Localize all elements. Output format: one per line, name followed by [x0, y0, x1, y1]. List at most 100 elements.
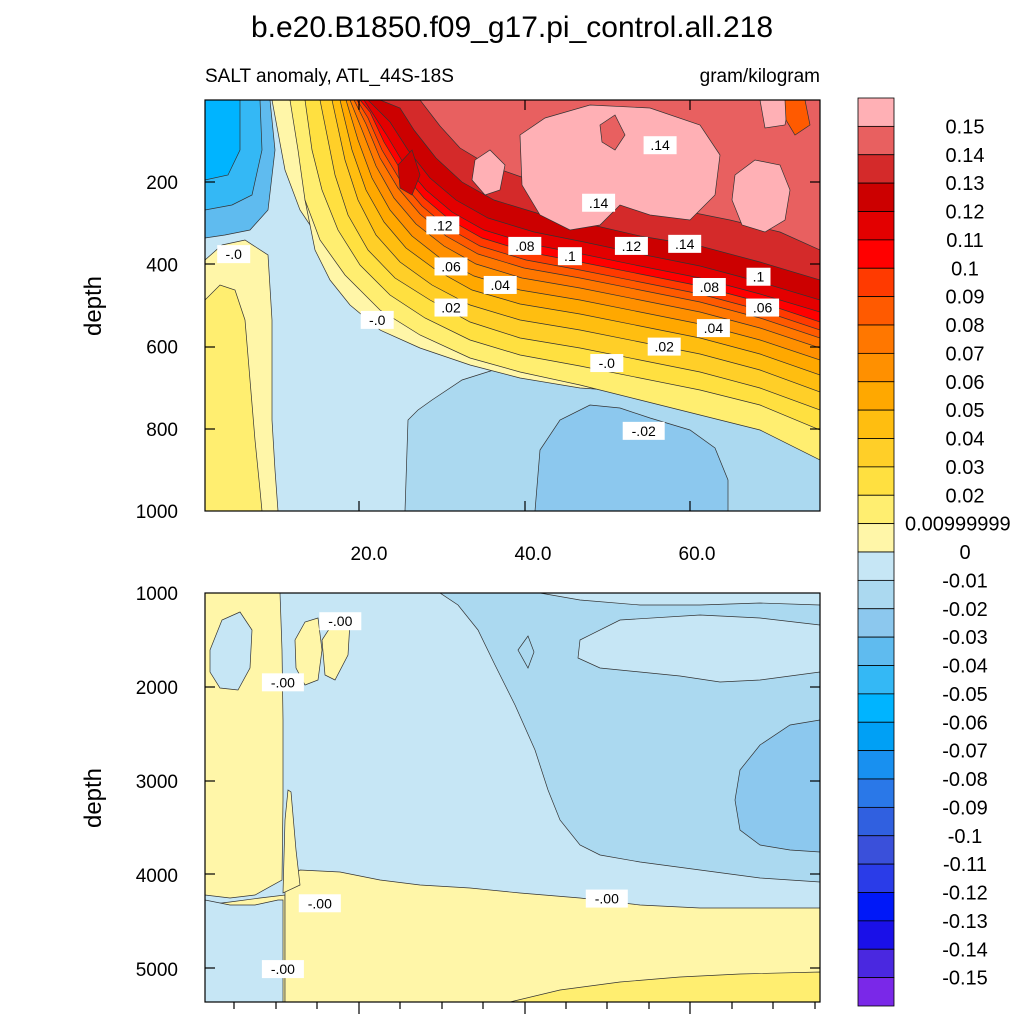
svg-text:.1: .1: [753, 269, 765, 285]
svg-text:.14: .14: [589, 195, 609, 211]
contour-label: .08: [508, 236, 542, 255]
upper-blob-red2: [784, 100, 811, 136]
upper-ticks: [205, 100, 820, 511]
upper-blob-015b: [731, 159, 791, 233]
y-tick-label: 1000: [136, 502, 178, 523]
colorbar-label: -0.06: [942, 712, 988, 734]
colorbar-label: -0.07: [942, 741, 988, 763]
svg-text:.12: .12: [433, 217, 453, 233]
lower-panel-fill: [205, 593, 820, 1002]
svg-text:.06: .06: [441, 258, 461, 274]
colorbar-swatch: [857, 154, 895, 184]
colorbar-label: -0.15: [942, 968, 988, 990]
colorbar-swatch: [857, 750, 895, 780]
svg-text:.08: .08: [515, 238, 535, 254]
colorbar-label: -0.04: [942, 656, 988, 678]
colorbar-label: 0.13: [946, 173, 985, 195]
upper-blob-015d: [759, 100, 791, 129]
contour-label: -.02: [622, 421, 665, 440]
colorbar-label: 0.05: [946, 400, 985, 422]
lower-contour-labels: -.00 -.00 -.00 -.00 -.00: [261, 612, 628, 979]
upper-band-neg03: [534, 404, 729, 511]
contour-label: -.00: [319, 612, 362, 631]
contour-label: -.0: [217, 245, 251, 264]
upper-blob-red3: [599, 114, 626, 151]
x-tick-label: 40.0: [515, 544, 552, 565]
colorbar-swatch: [857, 381, 895, 411]
colorbar-label: -0.03: [942, 627, 988, 649]
colorbar-label: 0.02: [946, 485, 985, 507]
svg-text:-.02: -.02: [632, 423, 656, 439]
colorbar-label: 0.14: [946, 145, 985, 167]
lower-blob-neg-d: [517, 635, 535, 669]
colorbar-label: 0.04: [946, 429, 985, 451]
contour-label: .02: [647, 337, 681, 356]
colorbar-label: -0.13: [942, 911, 988, 933]
upper-y-axis-label: depth: [80, 276, 107, 336]
contour-label: .06: [746, 298, 780, 317]
colorbar-swatch: [857, 636, 895, 666]
colorbar-swatch: [857, 211, 895, 241]
y-tick-label: 800: [146, 420, 178, 441]
colorbar-swatch: [857, 97, 895, 127]
colorbar-label: -0.02: [942, 599, 988, 621]
colorbar-swatch: [857, 920, 895, 950]
lower-spike: [282, 789, 301, 894]
svg-text:-.00: -.00: [271, 961, 295, 977]
colorbar-label: 0.03: [946, 457, 985, 479]
colorbar-swatch: [857, 551, 895, 581]
colorbar-label: 0: [959, 542, 970, 564]
colorbar-label: -0.01: [942, 570, 988, 592]
colorbar-label: 0.00999999: [905, 514, 1011, 536]
colorbar-swatch: [857, 267, 895, 298]
colorbar-label: 0.12: [946, 202, 985, 224]
colorbar-swatch: [857, 324, 895, 354]
colorbar-swatch: [857, 239, 895, 269]
colorbar-swatch: [857, 182, 895, 212]
lower-band-neg03: [734, 719, 820, 853]
colorbar-swatch: [857, 693, 895, 723]
y-tick-label: 1000: [136, 584, 178, 605]
upper-y-tick-labels: 200 400 600 800 1000: [136, 173, 178, 523]
colorbar-swatch: [857, 579, 895, 610]
colorbar-swatch: [857, 863, 895, 893]
lower-plot-frame: [204, 592, 821, 1003]
contour-label: -.00: [298, 894, 341, 913]
lower-band-neg01-top: [539, 593, 820, 606]
y-tick-label: 2000: [136, 678, 178, 699]
upper-blob-red1: [397, 149, 421, 196]
colorbar-label: 0.09: [946, 287, 985, 309]
colorbar-label: -0.1: [948, 826, 982, 848]
svg-text:-.0: -.0: [369, 312, 386, 328]
svg-text:-.0: -.0: [226, 246, 243, 262]
upper-x-tick-labels: 20.0 40.0 60.0: [351, 544, 716, 565]
colorbar-label: 0.07: [946, 343, 985, 365]
contour-label: .12: [614, 236, 648, 255]
svg-text:.12: .12: [622, 238, 642, 254]
contour-label: .08: [692, 278, 726, 297]
x-tick-label: 20.0: [351, 544, 388, 565]
colorbar-label: -0.09: [942, 797, 988, 819]
lower-blob-neg-a: [209, 611, 253, 691]
contour-label: .14: [582, 193, 616, 212]
colorbar-swatch: [857, 721, 895, 752]
contour-label: .14: [643, 136, 677, 155]
upper-panel-fill: [205, 100, 820, 511]
contour-label: .1: [557, 247, 582, 266]
colorbar-swatch: [857, 438, 895, 468]
colorbar-swatch: [857, 608, 895, 638]
colorbar-swatch: [857, 296, 895, 326]
colorbar-swatch: [857, 125, 895, 156]
lower-blob-pos-b: [294, 617, 323, 686]
contour-label: .14: [668, 234, 702, 253]
lower-band-pos-deep: [284, 869, 820, 1002]
contour-label: .1: [746, 267, 771, 286]
colorbar-label: -0.08: [942, 769, 988, 791]
contour-label: .02: [434, 298, 468, 317]
y-tick-label: 5000: [136, 960, 178, 981]
svg-text:.02: .02: [654, 339, 674, 355]
colorbar-swatch: [857, 665, 895, 695]
svg-text:.04: .04: [704, 320, 724, 336]
contour-label: .06: [434, 257, 468, 276]
svg-text:.08: .08: [700, 279, 720, 295]
